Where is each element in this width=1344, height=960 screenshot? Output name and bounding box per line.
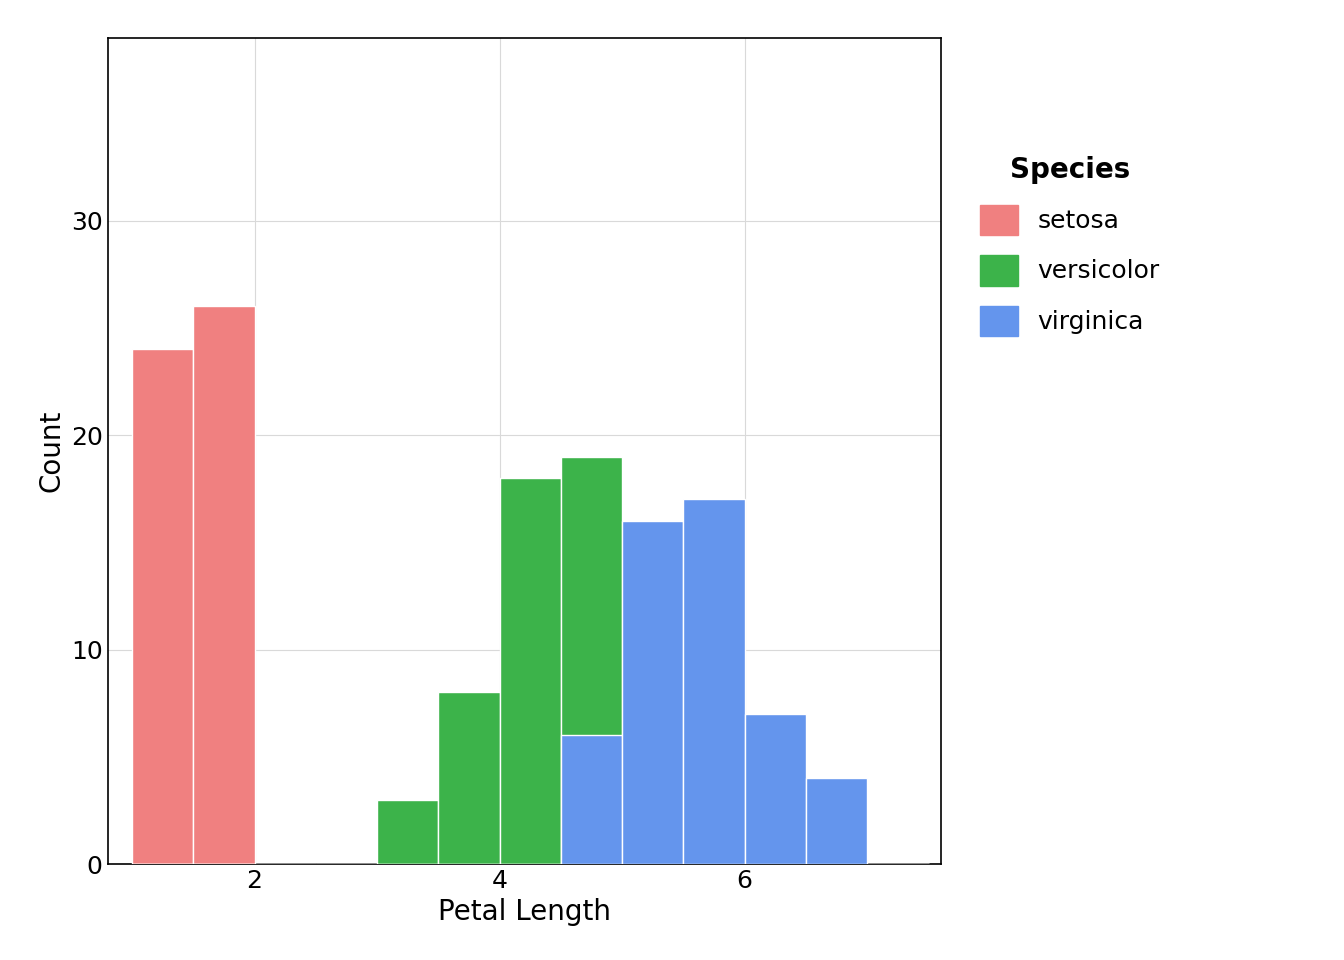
X-axis label: Petal Length: Petal Length <box>438 899 610 926</box>
Bar <box>132 349 194 864</box>
Bar <box>560 457 622 864</box>
Bar <box>806 779 867 864</box>
Bar <box>745 714 806 864</box>
Legend: setosa, versicolor, virginica: setosa, versicolor, virginica <box>980 156 1160 336</box>
Bar <box>684 499 745 864</box>
Y-axis label: Count: Count <box>38 410 66 492</box>
Bar <box>560 735 622 864</box>
Bar <box>438 692 500 864</box>
Bar <box>194 306 254 864</box>
Bar <box>378 800 438 864</box>
Bar <box>622 821 684 864</box>
Bar <box>622 521 684 864</box>
Bar <box>500 478 560 864</box>
